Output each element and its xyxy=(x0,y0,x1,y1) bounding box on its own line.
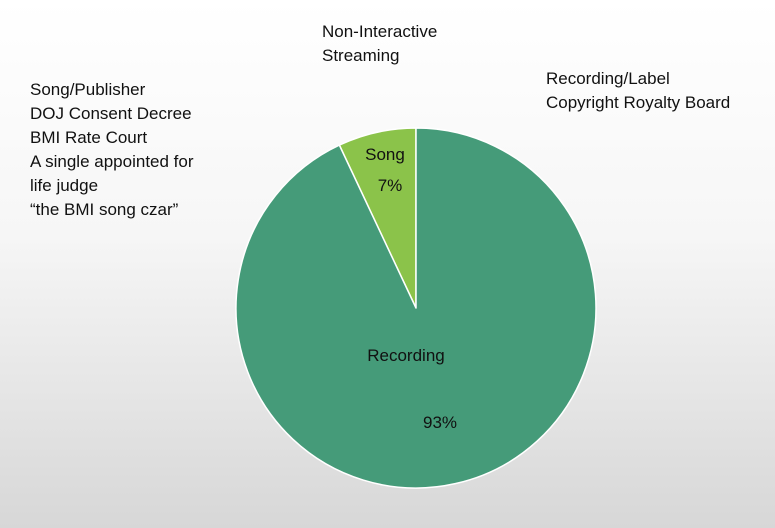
recording-label-annotation: Recording/Label Copyright Royalty Board xyxy=(546,67,730,115)
pie-slice-recording xyxy=(235,127,597,489)
chart-title-line-1: Non-Interactive xyxy=(322,22,438,41)
slice-label-recording: Recording xyxy=(367,346,445,365)
right-note-line-1: Recording/Label xyxy=(546,69,670,88)
chart-title-line-2: Streaming xyxy=(322,46,400,65)
slice-label-song: Song xyxy=(365,145,405,164)
left-note-line-2: DOJ Consent Decree xyxy=(30,104,192,123)
slice-value-recording: 93% xyxy=(423,413,457,432)
right-note-line-2: Copyright Royalty Board xyxy=(546,93,731,112)
chart-title: Non-Interactive Streaming xyxy=(322,20,437,68)
left-note-line-1: Song/Publisher xyxy=(30,80,146,99)
left-note-line-3: BMI Rate Court xyxy=(30,128,148,147)
song-publisher-annotation: Song/Publisher DOJ Consent Decree BMI Ra… xyxy=(30,78,194,222)
left-note-line-4: A single appointed for xyxy=(30,152,194,171)
slice-value-song: 7% xyxy=(378,176,403,195)
left-note-line-5: life judge xyxy=(30,176,99,195)
left-note-line-6: “the BMI song czar” xyxy=(30,200,179,219)
